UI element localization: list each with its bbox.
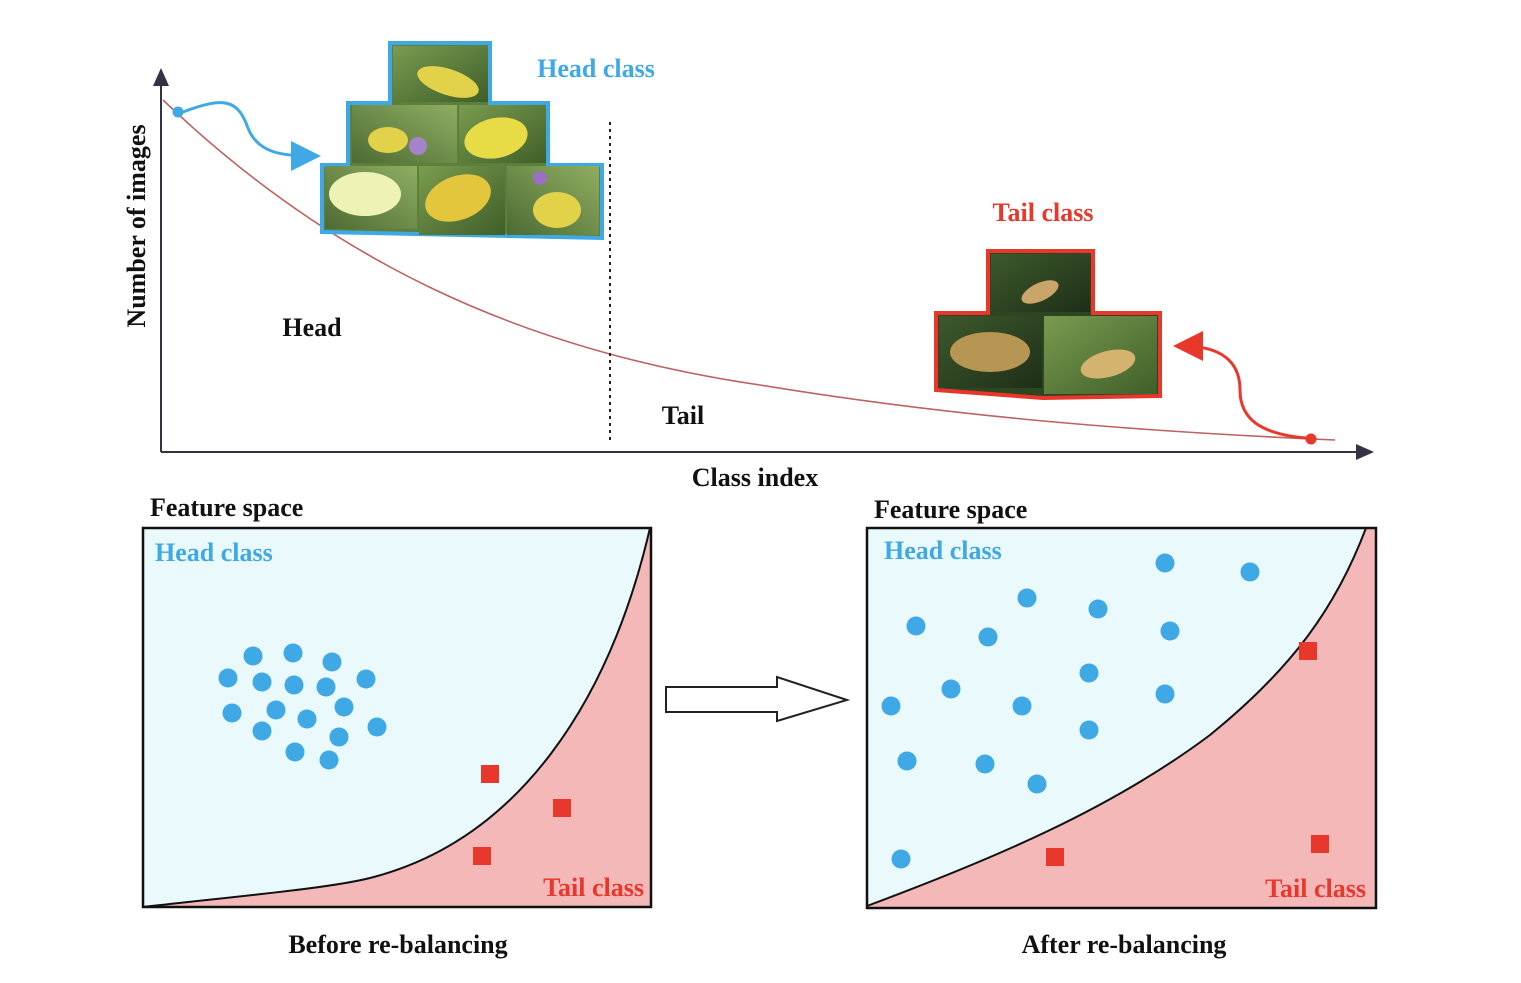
right-head-sample — [1012, 696, 1032, 716]
x-axis-label: Class index — [692, 463, 818, 492]
tail-arrow — [1173, 331, 1307, 440]
right-tail-sample — [1046, 848, 1064, 866]
right-head-sample — [978, 627, 998, 647]
head-class-title: Head class — [537, 54, 655, 83]
left-head-sample — [356, 669, 376, 689]
left-head-sample — [252, 672, 272, 692]
right-head-sample — [906, 616, 926, 636]
right-tail-region — [867, 528, 1376, 908]
left-head-label: Head class — [155, 538, 273, 567]
moth-photo-collage-icon — [934, 249, 1162, 401]
left-head-sample — [319, 750, 339, 770]
right-tail-sample — [1299, 642, 1317, 660]
left-head-sample — [266, 700, 286, 720]
head-point — [172, 106, 184, 118]
hollow-right-arrow-icon — [665, 675, 851, 723]
right-head-sample — [1027, 774, 1047, 794]
left-head-sample — [285, 742, 305, 762]
right-head-sample — [1160, 621, 1180, 641]
right-head-sample — [1240, 562, 1260, 582]
left-tail-sample — [473, 847, 491, 865]
left-head-sample — [284, 675, 304, 695]
right-head-sample — [975, 754, 995, 774]
left-head-sample — [218, 668, 238, 688]
left-tail-sample — [553, 799, 571, 817]
left-head-sample — [316, 677, 336, 697]
right-panel-border — [865, 526, 1378, 910]
right-head-sample — [897, 751, 917, 771]
before-rebalancing-panel: Feature space Head class Tail class Befo… — [141, 493, 653, 959]
right-decision-boundary — [866, 527, 1367, 907]
right-head-sample — [881, 696, 901, 716]
right-head-sample — [1155, 684, 1175, 704]
butterfly-photo-collage-icon — [320, 41, 604, 241]
right-tail-sample — [1311, 835, 1329, 853]
left-head-sample — [243, 646, 263, 666]
left-tail-sample — [481, 765, 499, 783]
right-head-label: Head class — [884, 536, 1002, 565]
head-arrow — [182, 101, 321, 171]
right-head-sample — [891, 849, 911, 869]
long-tail-plot: Number of images Class index Head Tail H… — [122, 41, 1374, 492]
left-tail-label: Tail class — [543, 873, 644, 902]
left-caption: Before re-balancing — [288, 930, 507, 959]
right-head-sample — [1079, 720, 1099, 740]
tail-class-title: Tail class — [993, 198, 1094, 227]
left-head-sample — [367, 717, 387, 737]
left-head-sample — [252, 721, 272, 741]
left-tail-region — [143, 528, 651, 907]
left-decision-boundary — [142, 527, 651, 908]
left-head-sample — [297, 709, 317, 729]
left-head-sample — [222, 703, 242, 723]
head-region-label: Head — [282, 313, 342, 342]
right-caption: After re-balancing — [1022, 930, 1227, 959]
right-head-sample — [1155, 553, 1175, 573]
left-head-sample — [329, 727, 349, 747]
left-panel-title: Feature space — [150, 493, 303, 522]
right-head-sample — [941, 679, 961, 699]
right-feature-points — [881, 553, 1329, 869]
y-axis-label: Number of images — [122, 124, 151, 327]
right-panel-title: Feature space — [874, 495, 1027, 524]
left-panel-border — [141, 526, 653, 909]
left-head-sample — [283, 643, 303, 663]
after-rebalancing-panel: Feature space Head class Tail class Afte… — [865, 495, 1378, 959]
right-head-sample — [1088, 599, 1108, 619]
tail-region-label: Tail — [662, 401, 704, 430]
left-feature-points — [218, 643, 571, 865]
left-head-sample — [322, 652, 342, 672]
right-head-sample — [1017, 588, 1037, 608]
right-tail-label: Tail class — [1265, 874, 1366, 903]
right-head-sample — [1079, 663, 1099, 683]
left-head-sample — [334, 697, 354, 717]
tail-point — [1305, 433, 1317, 445]
